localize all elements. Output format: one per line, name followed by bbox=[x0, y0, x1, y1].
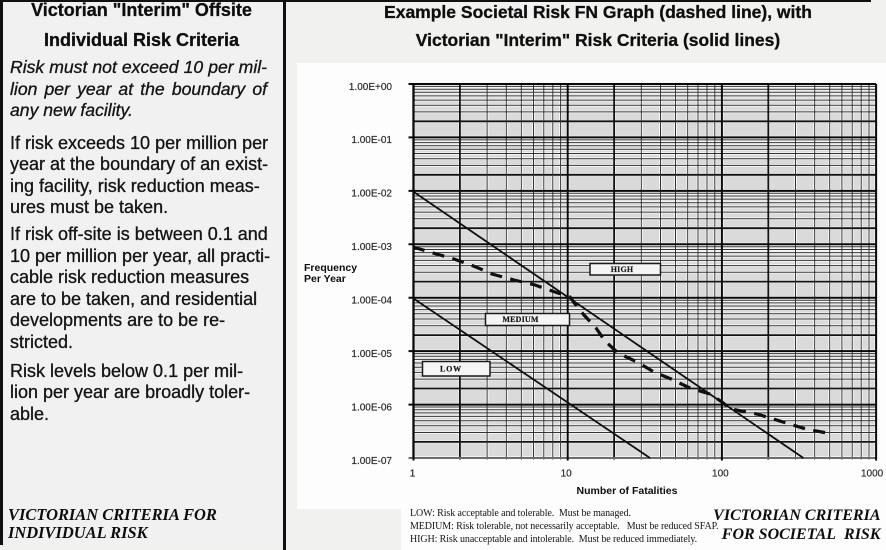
svg-text:1.00E+00: 1.00E+00 bbox=[349, 82, 393, 93]
svg-text:10: 10 bbox=[561, 468, 573, 479]
svg-text:HIGH: HIGH bbox=[611, 265, 634, 274]
svg-text:1.00E-04: 1.00E-04 bbox=[351, 296, 392, 307]
svg-text:1.00E-05: 1.00E-05 bbox=[351, 349, 392, 360]
svg-text:MEDIUM: MEDIUM bbox=[502, 315, 539, 324]
svg-text:100: 100 bbox=[712, 468, 729, 479]
svg-text:1.00E-03: 1.00E-03 bbox=[351, 242, 392, 253]
svg-text:1000: 1000 bbox=[861, 468, 884, 479]
svg-text:1.00E-02: 1.00E-02 bbox=[351, 189, 392, 200]
svg-text:1: 1 bbox=[410, 468, 416, 479]
svg-text:1.00E-07: 1.00E-07 bbox=[351, 456, 392, 467]
svg-text:1.00E-01: 1.00E-01 bbox=[351, 135, 392, 146]
svg-text:LOW: LOW bbox=[440, 365, 462, 374]
svg-text:1.00E-06: 1.00E-06 bbox=[351, 402, 392, 413]
